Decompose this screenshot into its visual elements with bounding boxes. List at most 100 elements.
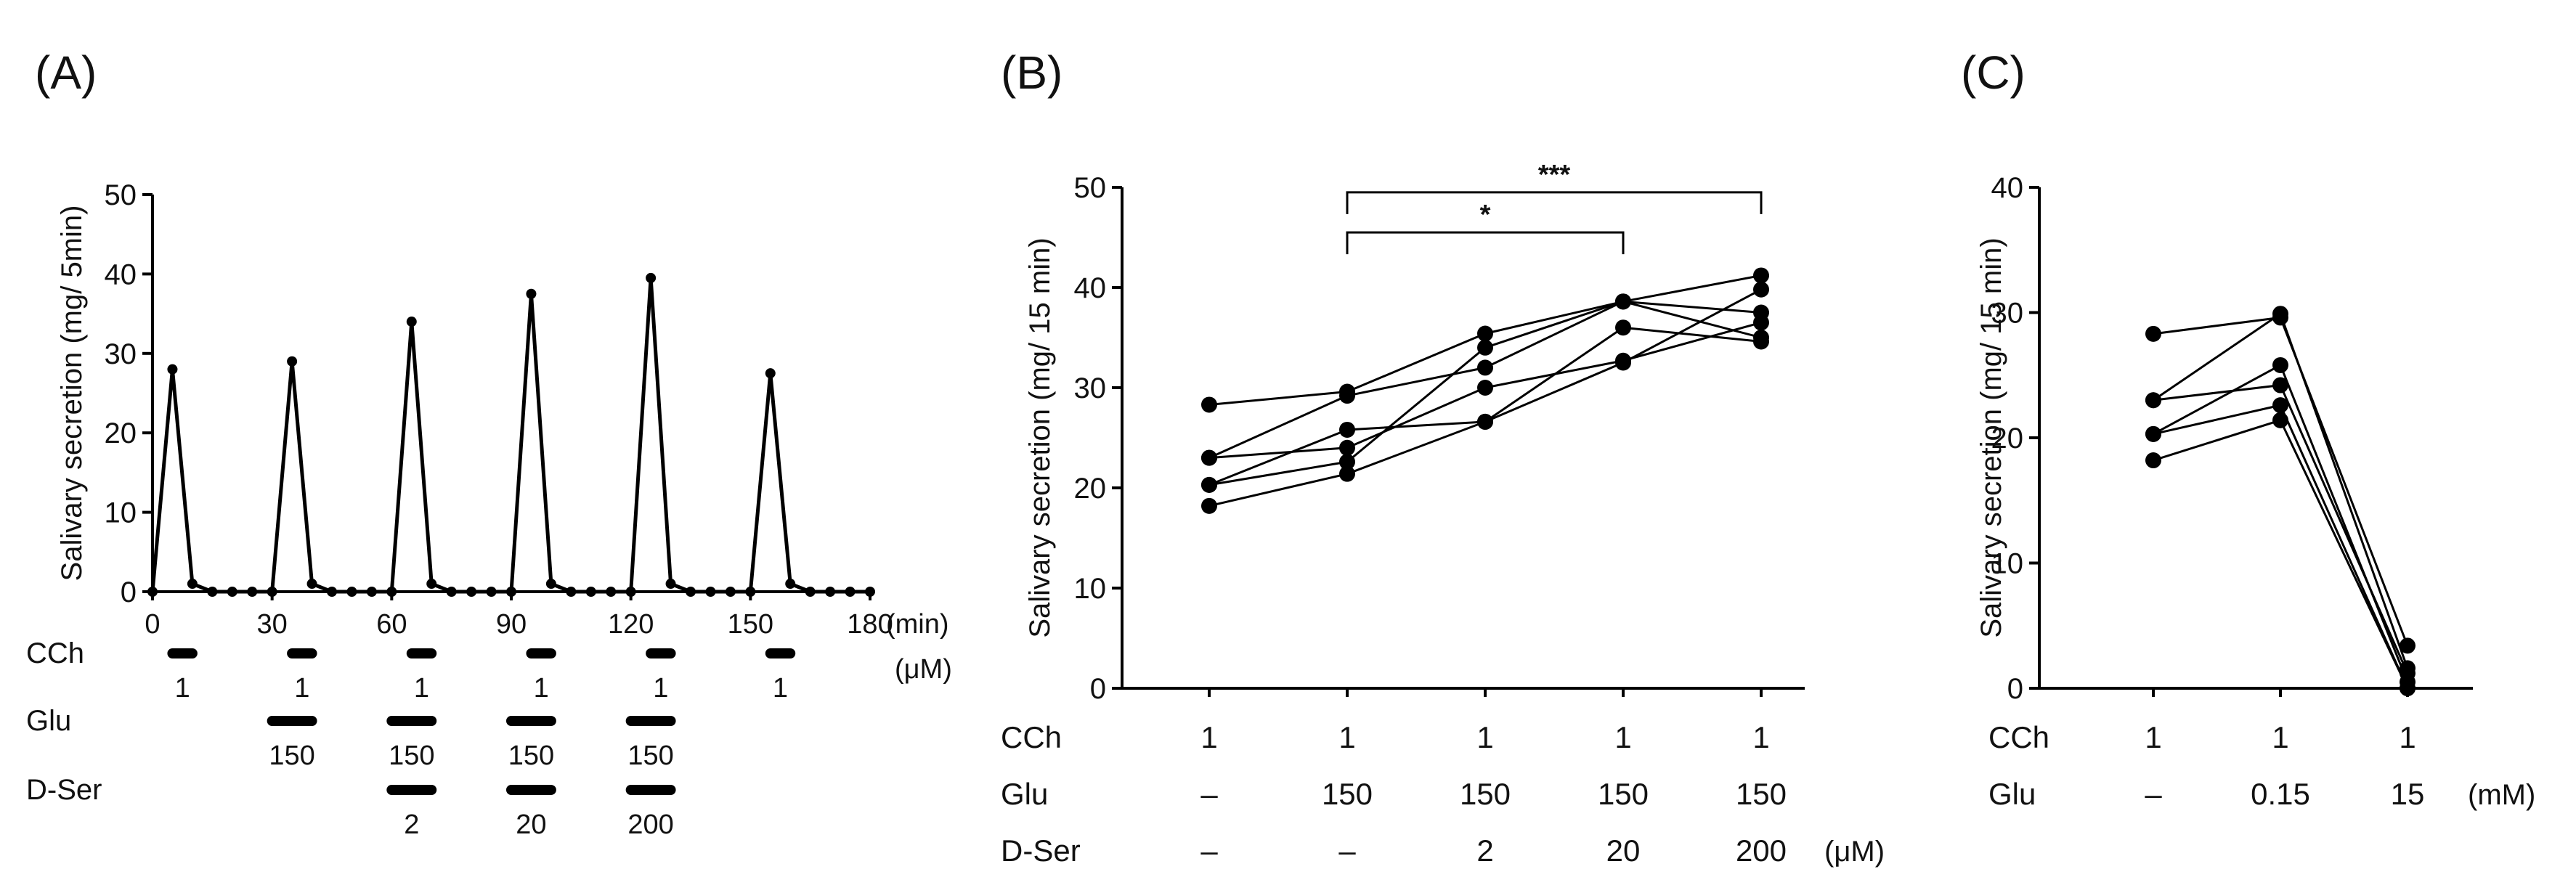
panel-c-data-point [2400, 680, 2415, 696]
panel-b-data-point [1615, 319, 1631, 336]
panel-a-y-tick-label: 50 [105, 179, 137, 211]
panel-c-condition-value: – [2145, 777, 2162, 811]
panel-a-row-label-1: CCh [26, 637, 84, 669]
panel-b-condition-value: – [1200, 833, 1218, 868]
panel-a-treatment-value: 150 [508, 741, 554, 771]
panel-a-data-point [625, 587, 636, 597]
panel-a-data-point [426, 579, 437, 590]
panel-a-data-point [725, 587, 736, 597]
panel-a-treatment-value: 150 [627, 741, 673, 771]
panel-b-condition-value: 200 [1736, 833, 1787, 868]
panel-b-data-point [1753, 281, 1769, 298]
panel-b-condition-value: 1 [1338, 720, 1355, 754]
panel-a-treatment-value: 1 [294, 673, 309, 704]
panel-b-significance-bracket-2 [1346, 231, 1625, 255]
panel-a-data-point [705, 587, 716, 597]
panel-b-y-tick-label: 10 [1074, 573, 1107, 605]
panel-b-data-point [1615, 354, 1631, 371]
panel-b-data-point [1201, 396, 1217, 413]
panel-b-condition-value: 1 [1614, 720, 1631, 754]
panel-c-condition-value: 1 [2145, 720, 2161, 754]
panel-a-x-tick-label: 90 [496, 609, 527, 640]
panel-b-significance-bracket-1 [1346, 191, 1763, 214]
panel-b-condition-value: 150 [1322, 777, 1373, 811]
panel-c-data-point [2145, 392, 2161, 409]
panel-b-data-point [1339, 454, 1355, 470]
panel-a-data-point [585, 587, 596, 597]
panel-a-treatment-value: 200 [627, 810, 673, 840]
panel-b-data-point [1339, 421, 1355, 438]
panel-a-y-tick-label: 20 [105, 417, 137, 449]
panel-b-data-point [1477, 380, 1493, 396]
panel-a-x-tick-label: 120 [608, 609, 654, 640]
panel-b-significance-label: * [1480, 200, 1491, 230]
panel-b-data-point [1477, 359, 1493, 376]
panel-a-data-point [306, 579, 317, 590]
panel-c-y-axis-title: Salivary secretion (mg/ 15 min) [1975, 237, 2007, 637]
panel-b-data-point [1477, 339, 1493, 356]
panel-a-data-point [207, 587, 218, 597]
panel-a-x-tick-label: 30 [257, 609, 288, 640]
panel-a-data-point [346, 587, 357, 597]
panel-c-y-tick-label: 20 [1991, 423, 2024, 454]
panel-c-data-point [2145, 425, 2161, 442]
panel-a-x-unit: (min) [886, 609, 949, 640]
panel-b-y-tick-label: 50 [1074, 172, 1107, 204]
panel-a-data-point [686, 587, 696, 597]
panel-a-y-tick-label: 0 [121, 576, 137, 608]
panel-a-unit: (μM) [895, 654, 952, 685]
panel-a-treatment-value: 150 [389, 741, 434, 771]
panel-a-y-tick-label: 40 [105, 258, 137, 290]
panel-a-data-point [466, 587, 477, 597]
panel-a-row-label-2: Glu [26, 705, 71, 737]
panel-b-unit: (μM) [1824, 836, 1885, 868]
panel-a-data-point [606, 587, 617, 597]
panel-b-data-point [1753, 267, 1769, 284]
panel-b-y-tick-label: 0 [1090, 673, 1106, 705]
panel-b-condition-value: 1 [1476, 720, 1493, 754]
panel-b-y-axis-title: Salivary secretion (mg/ 15 min) [1024, 237, 1056, 637]
panel-a-treatment-value: 1 [414, 673, 429, 704]
panel-c-series-line-6 [2153, 419, 2409, 689]
panel-a-data-point [227, 587, 237, 597]
panel-a-treatment-value: 1 [653, 673, 668, 704]
panel-c-unit: (mM) [2468, 779, 2535, 811]
panel-a-data-point [745, 587, 756, 597]
panel-a-data-point [386, 587, 397, 597]
panel-b-y-tick-label: 40 [1074, 272, 1107, 304]
panel-c-data-point [2145, 452, 2161, 469]
panel-c-y-tick-label: 30 [1991, 298, 2024, 330]
panel-a-x-tick-label: 0 [145, 609, 160, 640]
panel-c-y-tick-label: 10 [1991, 548, 2024, 580]
panel-b-condition-value: – [1200, 777, 1218, 811]
panel-c-series-line-3 [2153, 384, 2409, 674]
panel-a-x-tick-label: 180 [847, 609, 893, 640]
panel-a-treatment-value: 1 [773, 673, 788, 704]
panel-a-data-point [785, 579, 796, 590]
panel-c-condition-value: 1 [2272, 720, 2288, 754]
panel-c-y-tick-label: 0 [2007, 673, 2023, 705]
panel-c-data-point [2145, 325, 2161, 342]
panel-b-label: (B) [1001, 46, 1063, 99]
panel-a-data-point [526, 288, 537, 299]
panel-b-data-point [1477, 413, 1493, 430]
panel-b-data-point [1339, 465, 1355, 482]
panel-a-data-point [247, 587, 258, 597]
panel-b-significance-label: *** [1538, 160, 1571, 190]
panel-a-data-point [825, 587, 836, 597]
panel-b-y-tick-label: 30 [1074, 372, 1107, 404]
panel-a-data-point [167, 364, 178, 375]
panel-b-row-label-3: D-Ser [1001, 833, 1081, 868]
panel-c-row-label-1: CCh [1988, 720, 2049, 754]
panel-a-data-point [845, 587, 856, 597]
panel-b-data-point [1753, 314, 1769, 331]
panel-b-condition-value: 150 [1460, 777, 1511, 811]
panel-b-data-point [1201, 497, 1217, 514]
panel-c-data-point [2400, 637, 2415, 654]
panel-a-y-tick-label: 30 [105, 338, 137, 370]
panel-a-data-point [446, 587, 457, 597]
panel-c-data-point [2272, 397, 2288, 414]
panel-c-condition-value: 1 [2399, 720, 2415, 754]
panel-a-data-point [366, 587, 377, 597]
